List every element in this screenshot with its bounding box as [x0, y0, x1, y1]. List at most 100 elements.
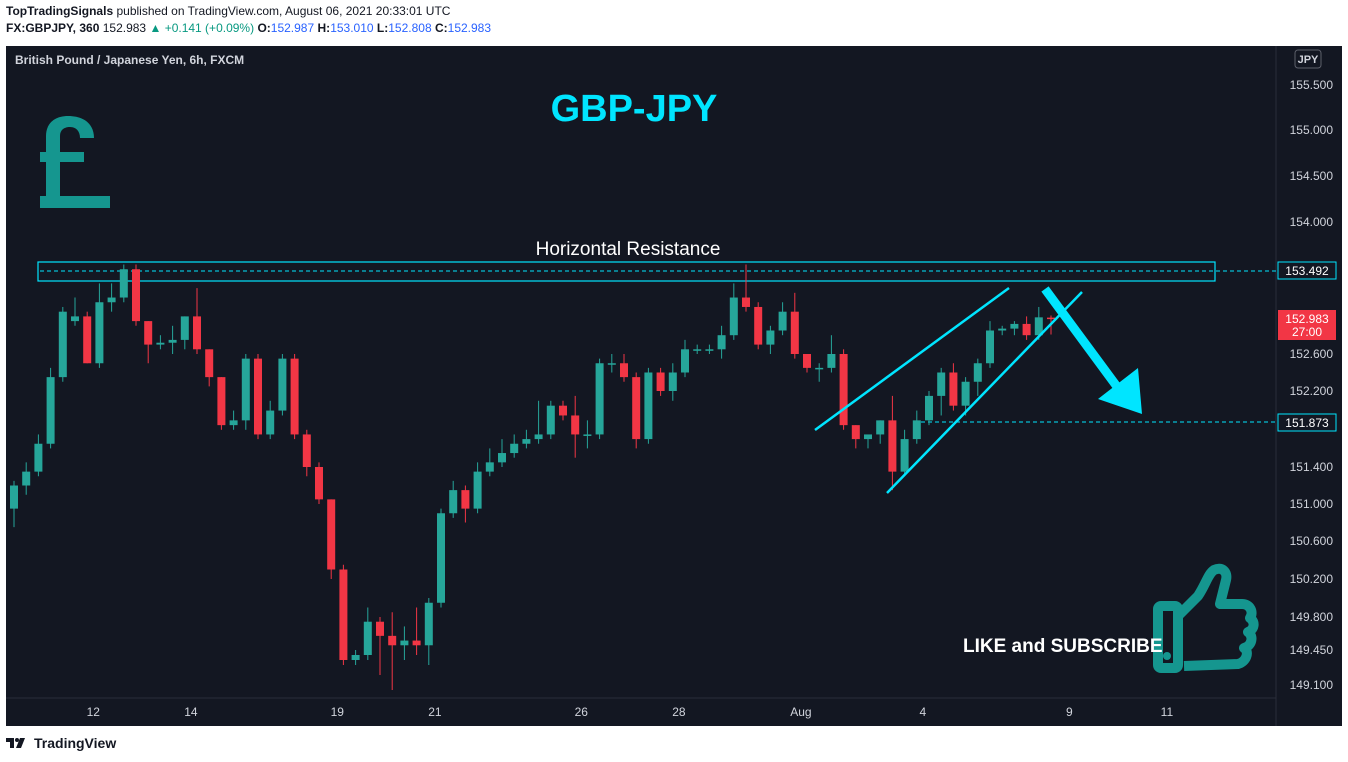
candle [571, 395, 580, 458]
candle [193, 288, 201, 354]
candle-body [473, 471, 482, 509]
candle [522, 429, 531, 449]
chart-panel[interactable]: British Pound / Japanese Yen, 6h, FXCM J… [6, 46, 1342, 726]
candle-body [1047, 317, 1055, 320]
candle-body [412, 640, 421, 646]
candle [46, 367, 55, 449]
time-tick-label: 19 [331, 705, 345, 719]
candle [473, 462, 482, 514]
candle [229, 410, 238, 430]
candle-body [144, 321, 153, 345]
price-tick-label: 155.000 [1290, 123, 1334, 137]
candle [681, 339, 689, 378]
candle-body [132, 269, 140, 322]
candle [485, 448, 494, 477]
high-label: H: [317, 21, 331, 35]
candle-body [973, 363, 982, 382]
candle [83, 311, 92, 364]
candle [156, 335, 165, 350]
candle [449, 480, 458, 518]
instrument-label: British Pound / Japanese Yen, 6h, FXCM [15, 53, 244, 67]
candle [693, 344, 702, 354]
cta-text: LIKE and SUBSCRIBE [963, 636, 1163, 657]
candle [363, 607, 372, 660]
price-tick-label: 150.600 [1290, 534, 1334, 548]
candle-body [998, 328, 1007, 331]
candle [437, 508, 445, 608]
candle-body [681, 349, 689, 373]
candle-body [424, 602, 433, 646]
open-label: O: [257, 21, 271, 35]
candle [778, 302, 787, 336]
price-axis[interactable]: 155.500 155.000 154.500 154.000 152.600 152.2… [1290, 78, 1334, 692]
price-tick-label: 150.200 [1290, 572, 1334, 586]
candle [1010, 321, 1019, 336]
candle-body [34, 443, 43, 472]
tradingview-logo[interactable]: TradingView [6, 735, 116, 751]
candle-body [925, 395, 933, 421]
candle-body [302, 434, 311, 467]
time-axis[interactable]: 12 14 19 21 26 28 Aug 4 9 11 [87, 705, 1174, 719]
candle [998, 325, 1007, 336]
candle-body [254, 358, 262, 435]
candle [961, 377, 970, 416]
candle [315, 462, 323, 504]
candle-body [961, 381, 970, 406]
candle-body [522, 439, 531, 444]
candle-body [644, 372, 653, 440]
candle-body [632, 377, 641, 440]
low-value: 152.808 [388, 21, 432, 35]
candle [766, 325, 775, 354]
candle-body [241, 358, 250, 421]
candle-body [388, 635, 397, 646]
candle [705, 344, 714, 354]
candle-body [583, 434, 592, 436]
price-tick-label: 155.500 [1290, 78, 1334, 92]
candle [949, 363, 958, 411]
candle [632, 372, 641, 449]
candle [815, 363, 824, 382]
candle-body [278, 358, 287, 411]
candle-body [546, 405, 555, 435]
candle-body [83, 316, 92, 364]
price-label-last: 152.983 27:00 [1278, 310, 1336, 340]
candle-body [461, 490, 470, 509]
candle [534, 400, 543, 444]
time-tick-label: 12 [87, 705, 101, 719]
candle-body [876, 420, 885, 435]
publisher-name[interactable]: TopTradingSignals [6, 4, 114, 18]
candle-body [900, 439, 909, 472]
candle [339, 564, 348, 665]
candle [71, 297, 79, 326]
candle-body [888, 420, 897, 472]
candle [107, 283, 116, 312]
candle-body [815, 367, 824, 370]
time-tick-label: 9 [1066, 705, 1073, 719]
publish-info: TopTradingSignals published on TradingVi… [6, 4, 450, 18]
candle-body [119, 269, 128, 298]
candle [973, 358, 982, 396]
last-price-text: 152.983 [102, 21, 147, 35]
candle-body [327, 499, 336, 570]
candle [400, 626, 409, 660]
candle-body [363, 621, 372, 655]
price-label-resistance: 153.492 [1277, 261, 1337, 280]
candle [461, 485, 470, 523]
change-text: +0.141 (+0.09%) [164, 21, 255, 35]
candle-body [22, 471, 31, 486]
symbol-label: FX:GBPJPY, 360 [6, 21, 100, 35]
currency-badge[interactable]: JPY [1294, 49, 1322, 69]
candle [644, 367, 653, 444]
currency-badge-label: JPY [1298, 54, 1319, 66]
candle-body [437, 513, 445, 603]
candle [876, 420, 885, 444]
candle-body [668, 372, 677, 391]
candle [742, 264, 750, 312]
time-tick-label: 4 [920, 705, 927, 719]
candle-body [315, 467, 323, 500]
candle-body [717, 335, 726, 350]
candle [119, 264, 128, 303]
time-tick-label: 21 [428, 705, 442, 719]
price-tick-label: 154.000 [1290, 215, 1334, 229]
candle [1034, 306, 1043, 340]
